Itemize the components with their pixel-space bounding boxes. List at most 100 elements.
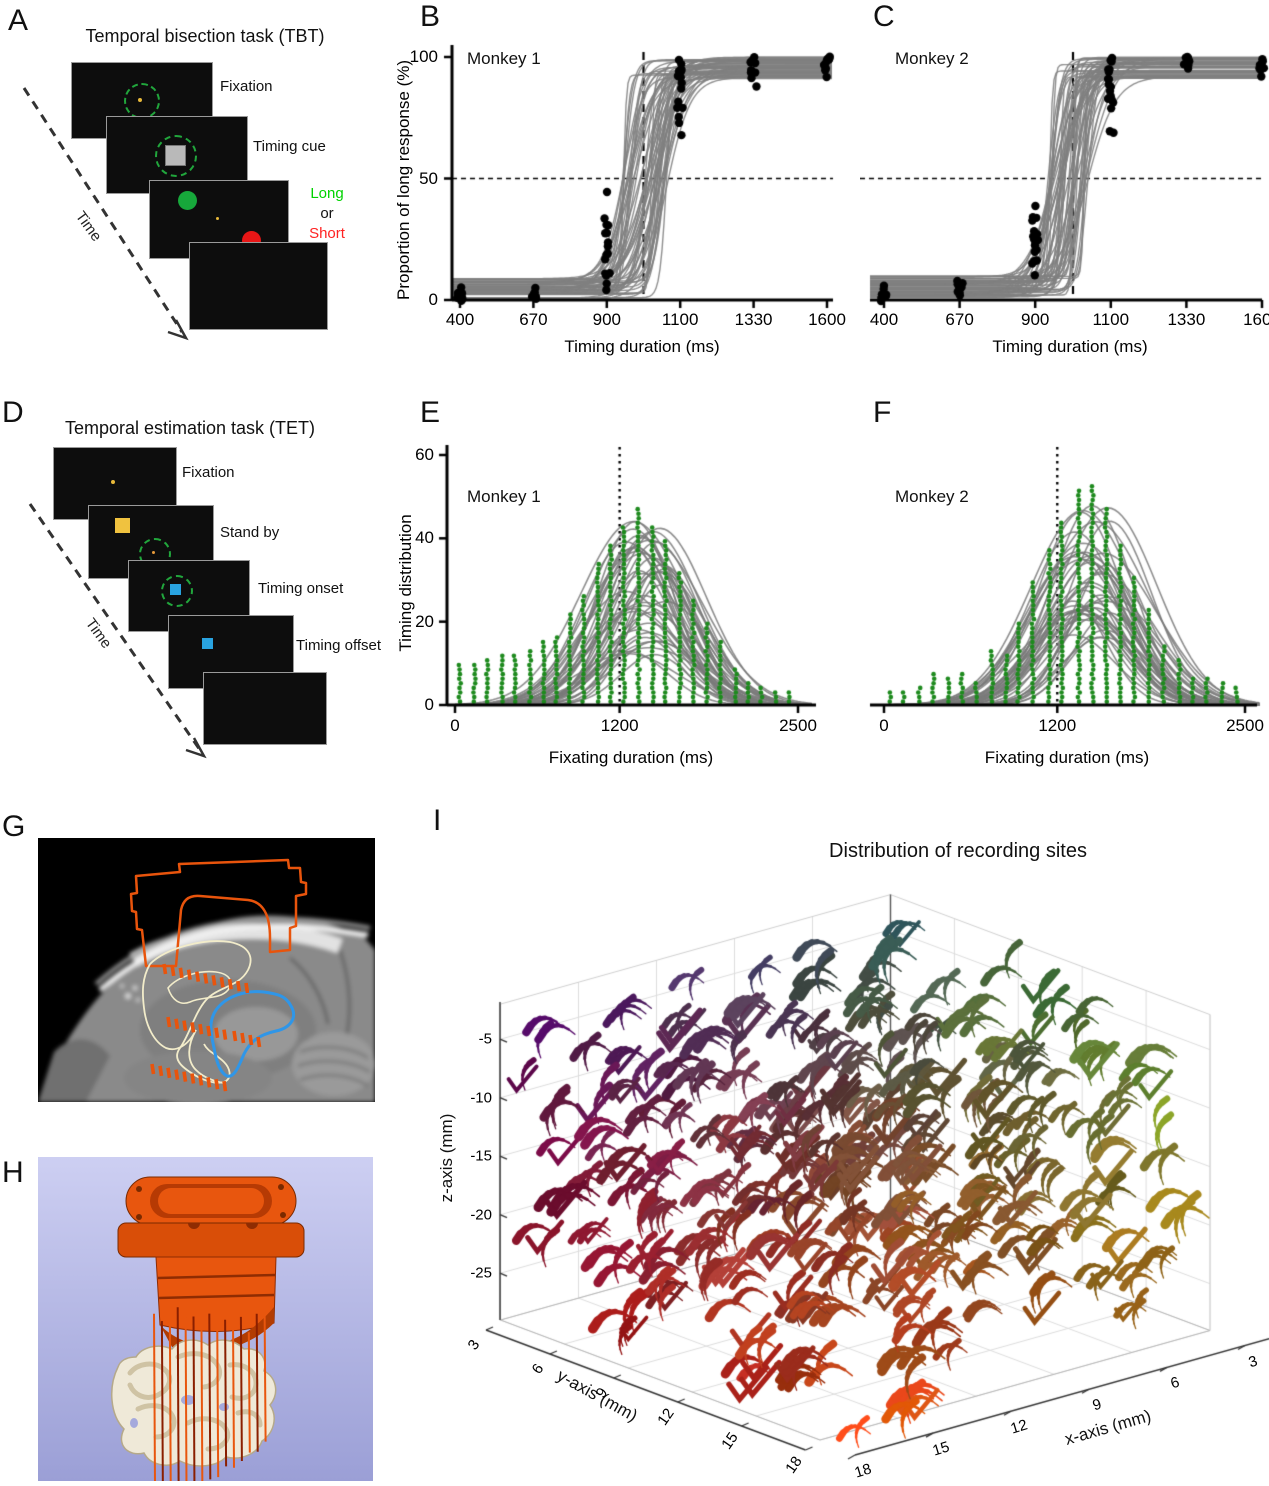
cv-e-ytick-20: 20	[415, 611, 434, 631]
tbt-screen-blank	[189, 242, 328, 330]
electrode-dash	[236, 980, 242, 992]
cv-c-xtick-1100: 1100	[1092, 310, 1130, 329]
cv-f-xtick-1200: 1200	[1038, 716, 1077, 735]
electrode-dash	[240, 1032, 246, 1044]
cv-e-ytick-40: 40	[415, 528, 434, 548]
standby-fix-dot	[152, 551, 155, 554]
electrode-dash	[227, 978, 233, 990]
cv-e-ytick-0: 0	[424, 695, 434, 714]
cv-b-xtick-1600: 1600	[808, 310, 846, 329]
electrode-dash	[190, 1073, 196, 1084]
panel-a-time-arrow	[22, 87, 189, 341]
target-outline-blue	[209, 990, 296, 1078]
panel-e-xlabel: Fixating duration (ms)	[548, 748, 714, 767]
electrode-dash	[174, 1018, 180, 1030]
choice-long-label: Long	[310, 185, 344, 202]
electrode-line	[176, 1307, 180, 1481]
electrode-line	[216, 1318, 220, 1478]
panel-h-3d-render	[38, 1157, 373, 1481]
electrode-dash	[150, 1063, 156, 1075]
panel-h-letter: H	[2, 1156, 24, 1189]
electrode-dash	[214, 1078, 220, 1090]
electrode-dash	[256, 1036, 262, 1048]
electrode-dash	[206, 1025, 212, 1037]
panel-g-letter: G	[2, 810, 26, 843]
electrode-dash	[158, 1065, 164, 1077]
electrode-dash	[198, 1023, 204, 1035]
i-ztick--5: -5	[478, 1030, 492, 1048]
panel-e-inset: Monkey 1	[467, 487, 541, 506]
i-ztick--25: -25	[470, 1264, 492, 1282]
electrode-line	[263, 1312, 267, 1442]
electrode-line	[184, 1317, 188, 1481]
timing-cue-square	[165, 145, 186, 166]
panel-b-xlabel: Timing duration (ms)	[564, 337, 720, 356]
electrode-dash	[248, 1034, 254, 1046]
fixation-window-circle	[124, 83, 160, 119]
electrode-dash	[222, 1080, 228, 1092]
recording-chamber-outline	[129, 858, 308, 968]
cv-c-xtick-900: 900	[1021, 310, 1050, 329]
cv-b-ytick-0: 0	[428, 290, 438, 309]
fixation-dot	[138, 98, 142, 102]
electrode-line	[255, 1313, 259, 1452]
electrode-dash	[214, 1027, 220, 1039]
panel-a-letter: A	[8, 4, 29, 37]
cv-c-xtick-400: 400	[869, 310, 899, 329]
electrode-dash	[211, 975, 217, 986]
cv-b-xtick-900: 900	[592, 310, 621, 329]
electrode-dash	[166, 1016, 172, 1028]
electrode-track-dashes	[150, 963, 262, 1092]
i-ztick--10: -10	[470, 1089, 492, 1107]
onset-blue-square	[170, 584, 181, 595]
cv-b-xtick-400: 400	[445, 310, 475, 329]
electrode-line	[239, 1316, 243, 1462]
tbt-timing-cue-label: Timing cue	[253, 138, 326, 155]
electrode-dash	[219, 977, 225, 988]
tet-timing-offset-label: Timing offset	[296, 637, 382, 654]
striatum-outline-cream-inner	[167, 970, 232, 1004]
electrode-line	[160, 1321, 164, 1481]
panel-f-letter: F	[873, 396, 892, 429]
electrode-line	[200, 1315, 204, 1481]
panel-e-chart	[420, 440, 835, 770]
striatum-outline-cream-body	[142, 963, 225, 1084]
electrode-dash	[174, 1069, 180, 1080]
tet-timing-onset-label: Timing onset	[258, 580, 344, 597]
electrode-line	[208, 1313, 212, 1480]
panel-b-inset: Monkey 1	[467, 49, 541, 68]
panel-g-mri-image	[38, 838, 375, 1102]
cue-window-circle	[155, 135, 197, 177]
long-target-dot	[178, 191, 197, 210]
offset-blue-square	[202, 638, 213, 649]
panel-c-xlabel: Timing duration (ms)	[992, 337, 1148, 356]
chamber-3d-model	[117, 1176, 305, 1352]
panel-e-letter: E	[420, 396, 441, 429]
electrode-line	[153, 1313, 156, 1481]
electrode-dash	[166, 1067, 172, 1079]
panel-c-chart	[860, 0, 1269, 330]
tet-fixation-label: Fixation	[182, 464, 235, 481]
choice-labels: Long or Short	[292, 184, 362, 244]
cv-b-xtick-670: 670	[519, 310, 548, 329]
electrode-line	[232, 1321, 235, 1468]
cv-e-xtick-2500: 2500	[779, 716, 817, 735]
i-ztick--15: -15	[470, 1147, 492, 1165]
cv-b-xtick-1330: 1330	[734, 310, 773, 329]
choice-fix-dot	[216, 217, 219, 220]
electrode-dash	[178, 967, 184, 979]
cv-c-xtick-1600: 1600	[1243, 310, 1269, 329]
electrode-dash	[190, 1022, 196, 1033]
cv-f-xtick-0: 0	[879, 716, 889, 735]
panel-f-chart	[860, 440, 1269, 770]
cv-b-ytick-50: 50	[419, 168, 438, 188]
panel-b-chart	[420, 0, 835, 330]
onset-window-circle	[161, 575, 193, 607]
electrode-dash	[182, 1020, 188, 1031]
tet-screen-blank	[203, 672, 327, 745]
cv-c-xtick-1330: 1330	[1167, 310, 1206, 329]
electrode-line	[168, 1307, 172, 1481]
electrode-dash	[186, 969, 192, 980]
tet-standby-label: Stand by	[220, 524, 280, 541]
electrode-dash	[195, 971, 201, 982]
